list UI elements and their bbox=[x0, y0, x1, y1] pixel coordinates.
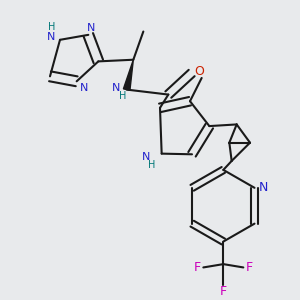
Text: F: F bbox=[246, 261, 253, 274]
Text: N: N bbox=[46, 32, 55, 42]
Text: F: F bbox=[194, 261, 201, 274]
Text: N: N bbox=[80, 83, 88, 93]
Text: H: H bbox=[148, 160, 155, 170]
Text: H: H bbox=[119, 91, 126, 101]
Text: N: N bbox=[142, 152, 150, 162]
Text: N: N bbox=[87, 22, 95, 32]
Text: F: F bbox=[220, 286, 227, 298]
Text: O: O bbox=[194, 65, 204, 78]
Text: N: N bbox=[112, 83, 120, 93]
Text: N: N bbox=[259, 181, 268, 194]
Text: H: H bbox=[48, 22, 55, 32]
Polygon shape bbox=[123, 60, 133, 90]
